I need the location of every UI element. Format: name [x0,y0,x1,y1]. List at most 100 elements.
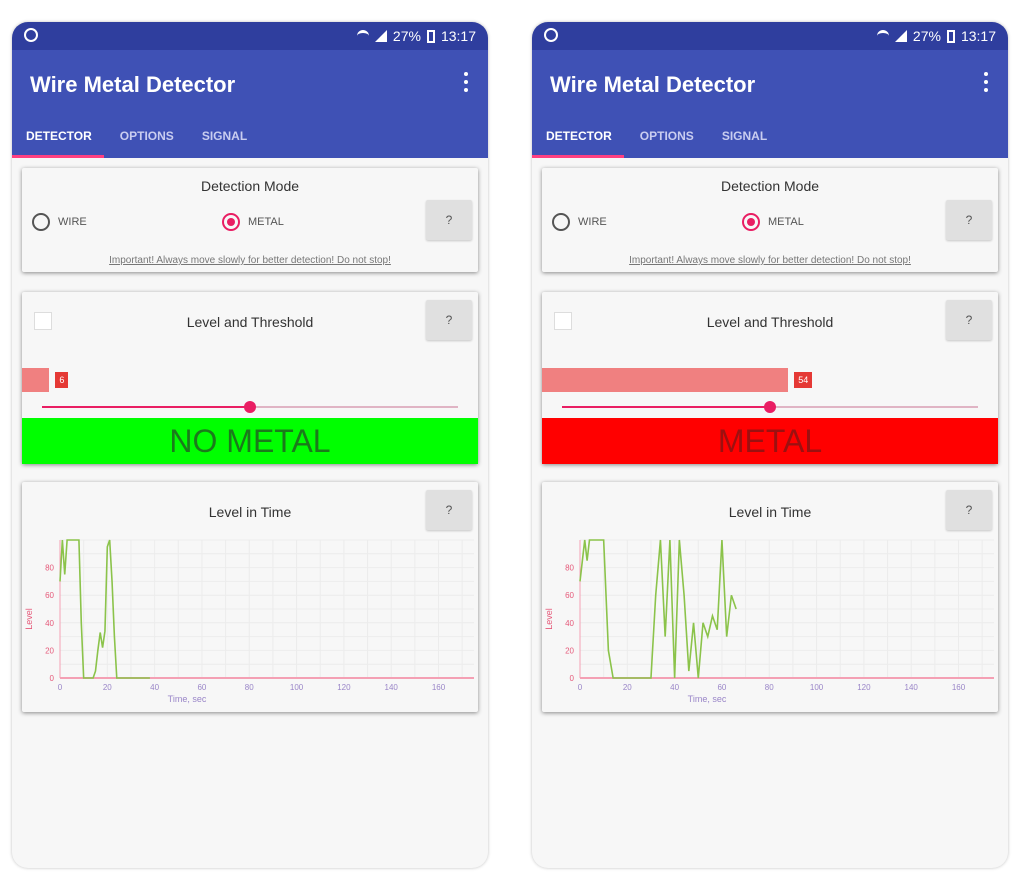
radio-checked-icon [222,213,240,231]
x-tick-label: 100 [290,683,304,692]
level-value-badge: 6 [55,372,69,388]
x-tick-label: 160 [432,683,446,692]
tab-detector[interactable]: DETECTOR [546,129,612,143]
hint-text: Important! Always move slowly for better… [109,255,391,266]
y-tick-label: 20 [45,646,54,655]
battery-percent: 27% [912,28,941,44]
app-bar: Wire Metal Detector [12,50,488,114]
notification-icon [24,28,38,42]
level-threshold-card: Level and Threshold ? 6 NO METAL [22,292,478,464]
radio-wire[interactable]: WIRE [552,213,607,231]
enable-checkbox[interactable] [554,312,572,330]
x-tick-label: 120 [337,683,351,692]
y-axis-label: Level [24,608,34,630]
level-series-line [579,539,737,679]
threshold-slider[interactable] [42,401,458,413]
level-bar [22,368,50,392]
x-tick-label: 20 [623,683,632,692]
slider-thumb[interactable] [244,401,256,413]
clock: 13:17 [440,28,476,44]
y-tick-label: 0 [50,674,55,683]
app-title: Wire Metal Detector [30,72,236,97]
x-axis-label: Time, sec [168,694,207,704]
signal-icon [894,30,907,42]
tab-signal[interactable]: SIGNAL [721,129,768,143]
signal-icon [374,30,387,42]
radio-label: WIRE [578,216,607,228]
level-bar [542,368,789,392]
slider-fill [42,406,250,408]
level-value-badge: 54 [794,372,813,388]
notification-icon [544,28,558,42]
help-button[interactable]: ? [426,490,472,530]
tab-indicator [12,155,104,158]
overflow-menu-icon[interactable] [462,72,470,94]
level-in-time-card: Level in Time ? 0 20 40 60 80 100 120 140 160 0 20… [542,482,998,712]
enable-checkbox[interactable] [34,312,52,330]
x-tick-label: 160 [952,683,966,692]
x-tick-label: 60 [717,683,726,692]
x-tick-label: 20 [103,683,112,692]
tab-indicator [532,155,624,158]
y-tick-label: 20 [565,646,574,655]
battery-icon [946,29,955,43]
tab-options[interactable]: OPTIONS [639,129,694,143]
x-tick-label: 120 [857,683,871,692]
card-title: Level and Threshold [706,314,834,330]
status-bar: 27% 13:17 [12,22,488,50]
x-tick-label: 60 [197,683,206,692]
help-button[interactable]: ? [426,300,472,340]
radio-label: METAL [248,216,284,228]
app-bar: Wire Metal Detector [532,50,1008,114]
x-tick-label: 100 [810,683,824,692]
threshold-slider[interactable] [562,401,978,413]
detection-mode-card: Detection Mode WIRE METAL ? Important! A… [22,168,478,272]
y-tick-label: 60 [45,591,54,600]
card-title: Level in Time [728,504,812,520]
y-tick-label: 80 [565,564,574,573]
wifi-icon [876,30,889,42]
help-button[interactable]: ? [426,200,472,240]
tab-bar: DETECTOR OPTIONS SIGNAL [532,114,1008,158]
radio-metal[interactable]: METAL [742,213,804,231]
x-tick-label: 40 [150,683,159,692]
tab-signal[interactable]: SIGNAL [201,129,248,143]
slider-thumb[interactable] [764,401,776,413]
overflow-menu-icon[interactable] [982,72,990,94]
tab-detector[interactable]: DETECTOR [26,129,92,143]
slider-fill [562,406,770,408]
tab-options[interactable]: OPTIONS [119,129,174,143]
help-button[interactable]: ? [946,490,992,530]
wifi-icon [356,30,369,42]
x-tick-label: 0 [578,683,583,692]
help-button[interactable]: ? [946,300,992,340]
radio-metal[interactable]: METAL [222,213,284,231]
tab-bar: DETECTOR OPTIONS SIGNAL [12,114,488,158]
y-tick-label: 40 [45,619,54,628]
level-time-chart: 0 20 40 60 80 100 120 140 160 0 20 40 60 80 Time, sec L… [544,539,994,704]
y-tick-label: 40 [565,619,574,628]
x-tick-label: 140 [385,683,399,692]
x-tick-label: 80 [245,683,254,692]
level-series-line [59,539,150,679]
battery-icon [426,29,435,43]
y-tick-label: 60 [565,591,574,600]
card-title: Detection Mode [200,178,300,194]
radio-unchecked-icon [32,213,50,231]
x-tick-label: 40 [670,683,679,692]
y-tick-label: 0 [570,674,575,683]
radio-wire[interactable]: WIRE [32,213,87,231]
battery-percent: 27% [392,28,421,44]
y-axis-label: Level [544,608,554,630]
radio-label: WIRE [58,216,87,228]
card-title: Detection Mode [720,178,820,194]
help-button[interactable]: ? [946,200,992,240]
card-title: Level in Time [208,504,292,520]
detection-status-banner: NO METAL [22,418,478,464]
x-axis-label: Time, sec [688,694,727,704]
radio-unchecked-icon [552,213,570,231]
card-title: Level and Threshold [186,314,314,330]
y-tick-label: 80 [45,564,54,573]
detection-mode-card: Detection Mode WIRE METAL ? Important! A… [542,168,998,272]
radio-checked-icon [742,213,760,231]
